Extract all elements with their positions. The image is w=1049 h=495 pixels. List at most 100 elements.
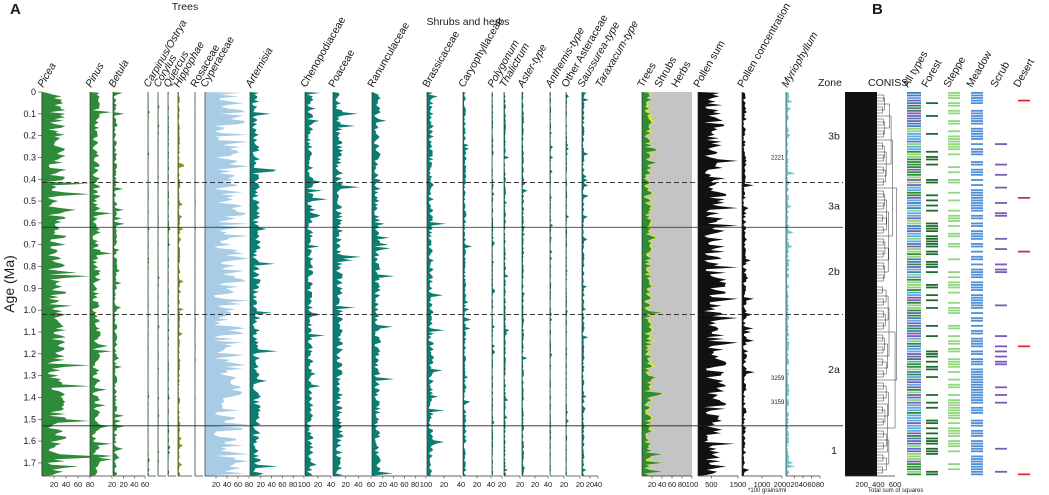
veg-all-types-band [907,184,921,186]
veg-forest-band [926,368,938,371]
veg-meadow-band [971,276,983,279]
veg-meadow-band [971,109,983,112]
veg-steppe-band [948,463,960,465]
taxon-ranunculaceae-tick-100: 100 [420,480,433,489]
veg-meadow-band [971,419,983,422]
veg-all-types-band [907,286,921,289]
coniss-axis-label: Total sum of squares [868,488,923,494]
zone-label-2a: 2a [828,364,840,376]
veg-forest-band [926,360,938,363]
veg-all-types-band [907,394,921,396]
veg-meadow-band [971,235,983,238]
veg-steppe-band [948,217,960,220]
veg-meadow-band [971,304,983,307]
veg-meadow-band [971,217,983,220]
veg-scrub-band [995,271,1007,273]
veg-all-types-band [907,235,921,238]
veg-meadow-band [971,368,983,371]
veg-steppe-band [948,371,960,373]
veg-meadow-band [971,163,983,166]
taxon-cyperaceae-tick-40: 40 [223,480,231,489]
veg-meadow-band [971,237,983,240]
veg-steppe-band [948,135,960,138]
veg-forest-band [926,230,938,233]
veg-meadow-band [971,363,983,366]
veg-meadow-band [971,143,983,145]
y-tick-0.5: 0.5 [23,196,36,206]
veg-forest-band [926,237,938,240]
veg-all-types-band [907,199,921,202]
veg-all-types-band [907,419,921,422]
veg-steppe-band [948,394,960,396]
veg-all-types-band [907,463,921,465]
coniss-tick-600: 600 [889,480,902,489]
veg-steppe-band [948,284,960,286]
taxon-artemisia-tick-80: 80 [289,480,297,489]
veg-meadow-band [971,127,983,130]
taxon-brassicaceae-label: Brassicaceae [420,29,462,90]
veg-meadow-band [971,394,983,396]
veg-forest-band [926,260,938,263]
veg-all-types-band [907,473,921,476]
veg-meadow-band [971,245,983,248]
y-tick-0.8: 0.8 [23,262,36,272]
veg-meadow-band [971,319,983,322]
veg-all-types-band [907,217,921,220]
veg-meadow-band [971,399,983,401]
pollen-concentration-annotation-2221: 2221 [771,155,785,161]
veg-meadow-band [971,429,983,432]
veg-meadow-band [971,373,983,376]
veg-steppe-band [948,358,960,361]
veg-all-types-band [907,181,921,184]
veg-all-types-band [907,388,921,391]
veg-forest-band [926,225,938,227]
veg-steppe-band [948,138,960,140]
veg-all-types-band [907,125,921,128]
veg-scrub-band [995,360,1007,363]
veg-all-types-band [907,291,921,294]
veg-forest-band [926,422,938,425]
veg-all-types-band [907,391,921,394]
taxon-myriophyllum-tick-20: 20 [790,480,798,489]
veg-forest-band [926,299,938,302]
veg-steppe-band [948,140,960,143]
veg-desert-band [1018,99,1030,102]
veg-meadow-band [971,460,983,463]
veg-all-types-band [907,207,921,209]
veg-all-types-band [907,271,921,273]
coniss-dense-leaves [845,92,877,476]
veg-forest-band [926,250,938,253]
veg-meadow-band [971,243,983,245]
taxon-cyperaceae-tick-80: 80 [245,480,253,489]
veg-steppe-band [948,427,960,430]
veg-meadow-band [971,424,983,427]
veg-all-types-band [907,332,921,335]
veg-meadow-band [971,161,983,163]
veg-steppe-band [948,148,960,151]
veg-all-types-band [907,386,921,389]
veg-all-types-band [907,163,921,166]
veg-steppe-band [948,417,960,419]
taxon-poaceae-tick-40: 40 [354,480,362,489]
veg-all-types-band [907,135,921,138]
veg-steppe-band [948,179,960,181]
veg-scrub-band [995,447,1007,450]
veg-meadow-band [971,171,983,174]
veg-meadow-band [971,150,983,153]
veg-all-types-band [907,243,921,245]
y-tick-1.4: 1.4 [23,392,36,402]
taxon-picea-area [42,92,90,476]
veg-steppe-band [948,232,960,235]
veg-steppe-band [948,309,960,312]
veg-meadow-band [971,294,983,297]
veg-all-types-band [907,381,921,384]
veg-steppe-band [948,235,960,238]
veg-meadow-band [971,148,983,151]
veg-forest-band [926,240,938,243]
veg-meadow-band [971,358,983,361]
veg-meadow-band [971,99,983,102]
veg-forest-band [926,222,938,225]
veg-all-types-band [907,350,921,353]
veg-meadow-band [971,135,983,138]
